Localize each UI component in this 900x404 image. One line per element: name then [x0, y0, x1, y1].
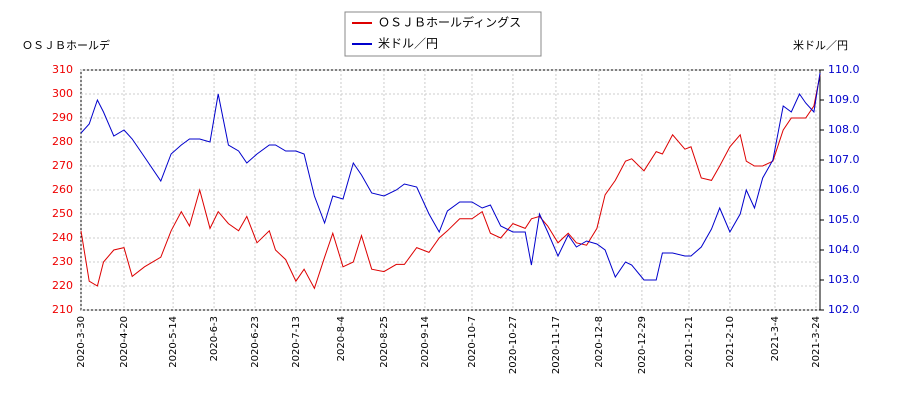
y2-tick-label: 105.0: [828, 213, 860, 226]
x-tick-label: 2020-6-23: [250, 316, 261, 368]
x-tick-label: 2020-4-20: [119, 316, 130, 368]
x-tick-label: 2020-9-14: [420, 316, 431, 368]
y2-tick-label: 110.0: [828, 63, 860, 76]
y-axis-title: ＯＳＪＢホールデ: [22, 38, 110, 52]
y2-tick-label: 107.0: [828, 153, 860, 166]
y-tick-label: 300: [52, 87, 73, 100]
y-tick-label: 240: [52, 231, 73, 244]
x-tick-label: 2020-7-13: [291, 316, 302, 368]
y-tick-label: 310: [52, 63, 73, 76]
x-tick-label: 2020-8-4: [336, 316, 347, 361]
series-line: [80, 72, 821, 281]
y-tick-label: 270: [52, 159, 73, 172]
x-tick-label: 2020-5-14: [168, 316, 179, 368]
y-tick-label: 260: [52, 183, 73, 196]
y-tick-label: 280: [52, 135, 73, 148]
y2-tick-label: 108.0: [828, 123, 860, 136]
x-tick-label: 2020-12-29: [637, 316, 648, 374]
y-tick-label: 220: [52, 279, 73, 292]
x-tick-label: 2020-3-30: [76, 316, 87, 368]
y2-tick-label: 104.0: [828, 243, 860, 256]
x-tick-label: 2021-3-4: [770, 316, 781, 361]
x-tick-label: 2020-8-25: [379, 316, 390, 368]
x-tick-label: 2021-2-10: [725, 316, 736, 368]
y2-tick-label: 103.0: [828, 273, 860, 286]
y-tick-label: 290: [52, 111, 73, 124]
y2-tick-label: 109.0: [828, 93, 860, 106]
legend-box: [344, 11, 542, 57]
x-tick-label: 2020-10-27: [508, 316, 519, 374]
x-tick-label: 2020-12-8: [594, 316, 605, 368]
y2-axis-title: 米ドル／円: [793, 39, 848, 52]
legend-label: ＯＳＪＢホールディングス: [378, 15, 521, 30]
series-line: [80, 74, 821, 290]
y-tick-label: 230: [52, 255, 73, 268]
x-tick-label: 2020-10-7: [467, 316, 478, 368]
x-tick-label: 2020-11-17: [551, 316, 562, 374]
x-tick-label: 2021-1-21: [684, 316, 695, 368]
y-tick-label: 210: [52, 303, 73, 316]
y-tick-label: 250: [52, 207, 73, 220]
y2-tick-label: 106.0: [828, 183, 860, 196]
legend-label: 米ドル／円: [378, 37, 438, 51]
y2-tick-label: 102.0: [828, 303, 860, 316]
x-tick-label: 2020-6-3: [209, 316, 220, 361]
x-tick-label: 2021-3-24: [811, 316, 822, 368]
